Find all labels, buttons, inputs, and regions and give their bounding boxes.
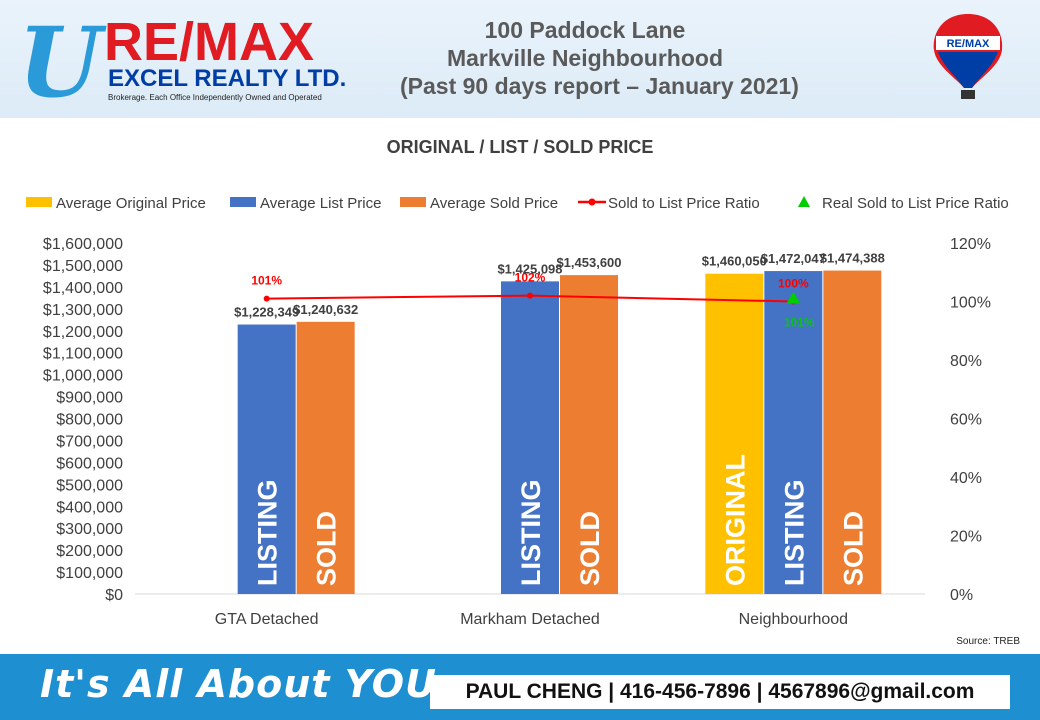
ratio-label: 102% [515, 271, 546, 285]
bar [296, 321, 355, 594]
contact-info: PAUL CHENG | 416-456-7896 | 4567896@gmai… [430, 675, 1010, 709]
footer-banner: It's All About YOU PAUL CHENG | 416-456-… [0, 654, 1040, 720]
report-address: 100 Paddock Lane [484, 17, 686, 43]
real-ratio-point [786, 291, 801, 304]
price-chart: ORIGINAL / LIST / SOLD PRICE Average Orig… [26, 137, 1009, 628]
balloon-logo-icon: RE/MAX [933, 14, 1003, 99]
y-tick-label: $1,000,000 [43, 368, 123, 385]
data-label: $1,460,050 [702, 254, 767, 269]
y-tick-label: $0 [105, 587, 123, 604]
y-tick-label: $800,000 [56, 412, 123, 429]
y-tick-label: $300,000 [56, 521, 123, 538]
legend-label: Sold to List Price Ratio [608, 195, 760, 212]
report-neighbourhood: Markville Neighbourhood [446, 45, 724, 71]
bar-text: LISTING [779, 480, 809, 587]
y-tick-label: $1,100,000 [43, 346, 123, 363]
legend-swatch [798, 196, 810, 207]
x-tick-label: Markham Detached [460, 611, 600, 628]
y-tick-label: $900,000 [56, 390, 123, 407]
bar-text: SOLD [575, 511, 605, 586]
data-label: $1,453,600 [556, 255, 621, 270]
legend-label: Average Original Price [56, 195, 206, 212]
bar-text: LISTING [253, 480, 283, 587]
y2-tick-label: 80% [950, 353, 982, 370]
y2-tick-label: 120% [950, 236, 991, 253]
data-label: $1,474,388 [820, 251, 885, 266]
legend-label: Average Sold Price [430, 195, 558, 212]
report-period: (Past 90 days report – January 2021) [400, 73, 799, 99]
y-tick-label: $500,000 [56, 477, 123, 494]
legend-swatch [588, 198, 596, 206]
bar-text: SOLD [312, 511, 342, 586]
bar [501, 281, 559, 594]
header-banner: U RE/MAX EXCEL REALTY LTD. Brokerage. Ea… [0, 0, 1040, 118]
ratio-label: 101% [251, 274, 282, 288]
brand-sub-line: Brokerage. Each Office Independently Own… [108, 93, 322, 102]
legend-swatch [400, 197, 426, 207]
y-tick-label: $100,000 [56, 565, 123, 582]
y-tick-label: $1,500,000 [43, 258, 123, 275]
bar [705, 273, 764, 594]
brand-name-line2: EXCEL REALTY LTD. [108, 65, 346, 92]
brand-name-line1: RE/MAX [104, 12, 314, 72]
ratio-label: 100% [778, 277, 809, 291]
y2-tick-label: 0% [950, 587, 973, 604]
report-title: 100 Paddock Lane Markville Neighbourhood… [400, 16, 799, 100]
y-tick-label: $600,000 [56, 455, 123, 472]
bar [560, 275, 618, 594]
legend-swatch [230, 197, 256, 207]
y-tick-label: $200,000 [56, 543, 123, 560]
y-tick-label: $400,000 [56, 499, 123, 516]
y-tick-label: $700,000 [56, 433, 123, 450]
legend-swatch [26, 197, 52, 207]
y-tick-label: $1,300,000 [43, 302, 123, 319]
y2-tick-label: 100% [950, 295, 991, 312]
ratio-point [527, 292, 533, 299]
data-label: $1,472,047 [761, 251, 826, 266]
legend-label: Average List Price [260, 195, 381, 212]
real-ratio-label: 101% [784, 316, 815, 330]
bar [237, 324, 296, 594]
y2-tick-label: 40% [950, 470, 982, 487]
data-label: $1,240,632 [293, 302, 358, 317]
source-note: Source: TREB [956, 636, 1020, 647]
legend-label: Real Sold to List Price Ratio [822, 195, 1009, 212]
bar-text: SOLD [838, 511, 868, 586]
data-label: $1,425,098 [497, 261, 562, 276]
remax-excel-logo: U RE/MAX EXCEL REALTY LTD. Brokerage. Ea… [18, 10, 346, 110]
x-tick-label: Neighbourhood [739, 611, 848, 628]
tagline: It's All About YOU [40, 662, 437, 706]
ratio-point [263, 295, 270, 302]
x-tick-label: GTA Detached [215, 611, 319, 628]
y-tick-label: $1,600,000 [43, 236, 123, 253]
bar-text: LISTING [516, 480, 546, 587]
balloon-text: RE/MAX [947, 38, 990, 50]
bar [823, 270, 882, 594]
chart-area: ORIGINAL / LIST / SOLD PRICE Average Orig… [0, 118, 1040, 654]
y2-tick-label: 60% [950, 412, 982, 429]
bar [764, 271, 823, 594]
data-label: $1,228,349 [234, 305, 299, 320]
y-tick-label: $1,200,000 [43, 324, 123, 341]
u-mark: U [18, 10, 107, 110]
bar-text: ORIGINAL [720, 454, 750, 586]
y2-tick-label: 20% [950, 529, 982, 546]
y-tick-label: $1,400,000 [43, 280, 123, 297]
chart-title: ORIGINAL / LIST / SOLD PRICE [387, 137, 654, 157]
